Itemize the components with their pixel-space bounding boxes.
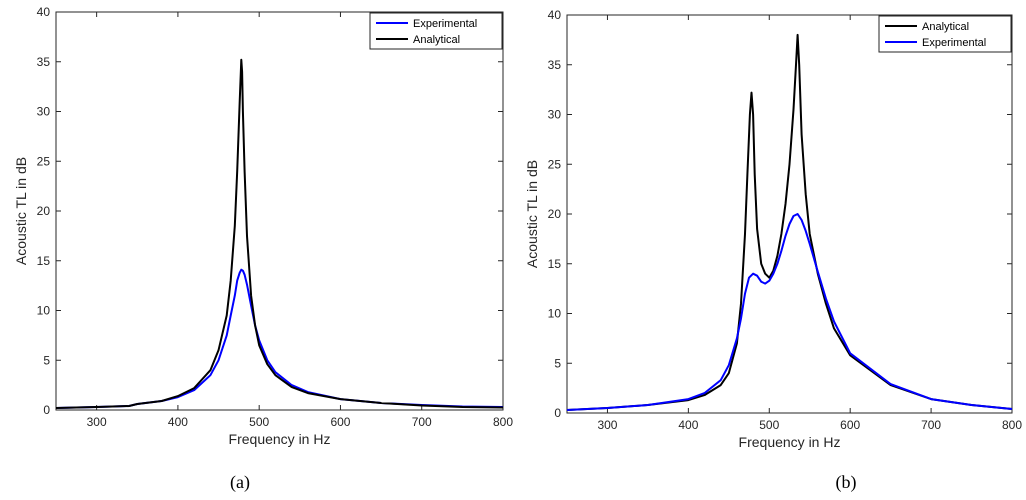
chart-b-x-tick-label: 500: [759, 418, 779, 432]
caption-b: (b): [835, 472, 857, 492]
caption-a: (a): [230, 472, 250, 492]
chart-a-x-axis-label: Frequency in Hz: [229, 431, 331, 447]
chart-a-y-tick-label: 20: [37, 204, 51, 218]
chart-b-legend-label: Experimental: [922, 37, 986, 49]
chart-panel-a: 300 400 500 600 700 800 0 5 10 15 20 25 30 35 40 Freque…: [13, 5, 513, 492]
chart-a-y-tick-label: 25: [37, 154, 51, 168]
chart-b-y-tick-label: 20: [548, 207, 562, 221]
chart-a-y-tick-label: 15: [37, 254, 51, 268]
chart-b-series-analytical-line: [566, 33, 1013, 411]
chart-b-y-tick-label: 30: [548, 108, 562, 122]
chart-a-series-analytical-line: [55, 58, 504, 409]
chart-b-x-tick-label: 800: [1002, 418, 1022, 432]
chart-b-x-tick-label: 300: [597, 418, 617, 432]
chart-b-y-tick-label: 35: [548, 58, 562, 72]
chart-b-legend: [878, 15, 1012, 53]
chart-b-series-experimental-line: [566, 213, 1013, 411]
chart-a-y-tick-label: 0: [43, 403, 50, 417]
chart-a-x-tick-label: 400: [168, 415, 188, 429]
chart-b-x-tick-label: 700: [921, 418, 941, 432]
chart-panel-b: 300 400 500 600 700 800 0 5 10 15 20 25 30 35 40 Freque…: [513, 0, 1026, 500]
chart-a-y-tick-label: 5: [43, 353, 50, 367]
chart-b-svg: 300 400 500 600 700 800 0 5 10 15 20 25 30 35 40 Freque…: [524, 8, 1022, 450]
chart-b-x-axis-label: Frequency in Hz: [739, 434, 841, 450]
chart-b-y-tick-label: 0: [554, 406, 561, 420]
chart-a-legend: [369, 12, 503, 50]
chart-b-legend-label: Analytical: [922, 21, 969, 33]
chart-a-x-tick-label: 600: [330, 415, 350, 429]
chart-a-plot-area: [55, 11, 504, 411]
chart-a-legend-label: Analytical: [413, 34, 460, 46]
chart-b-y-tick-label: 5: [554, 356, 561, 370]
chart-b-y-tick-label: 10: [548, 307, 562, 321]
chart-b-y-tick-label: 25: [548, 157, 562, 171]
chart-b-x-tick-label: 400: [678, 418, 698, 432]
chart-a-svg: 300 400 500 600 700 800 0 5 10 15 20 25 30 35 40 Freque…: [13, 5, 513, 447]
chart-a-y-tick-label: 35: [37, 55, 51, 69]
chart-a-x-tick-label: 300: [87, 415, 107, 429]
chart-a-y-tick-label: 30: [37, 105, 51, 119]
chart-a-x-tick-label: 700: [412, 415, 432, 429]
chart-b-x-tick-label: 600: [840, 418, 860, 432]
chart-a-x-tick-label: 500: [249, 415, 269, 429]
chart-a-y-tick-label: 10: [37, 304, 51, 318]
chart-b-plot-area: [566, 14, 1013, 414]
chart-b-y-tick-label: 40: [548, 8, 562, 22]
chart-a-legend-label: Experimental: [413, 18, 477, 30]
chart-b-y-tick-label: 15: [548, 257, 562, 271]
chart-b-y-axis-label: Acoustic TL in dB: [524, 160, 540, 268]
chart-a-x-tick-label: 800: [493, 415, 513, 429]
chart-a-y-axis-label: Acoustic TL in dB: [13, 157, 29, 265]
chart-a-y-tick-label: 40: [37, 5, 51, 19]
